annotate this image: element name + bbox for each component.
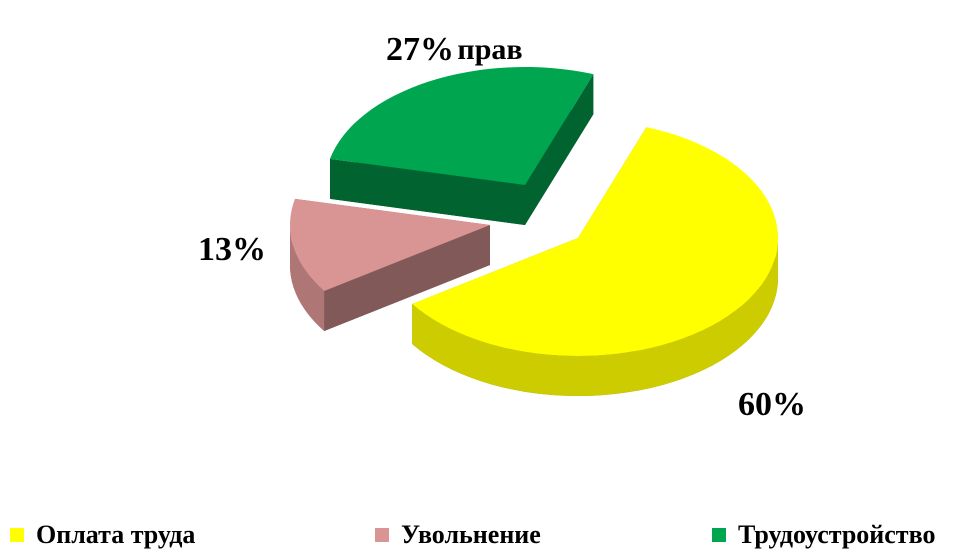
slice <box>329 67 594 185</box>
legend-swatch <box>712 528 726 542</box>
slice-wall <box>525 74 594 225</box>
legend-label: Увольнение <box>401 520 541 549</box>
slice-side <box>290 225 325 331</box>
legend-swatch <box>375 528 389 542</box>
slice-side <box>412 238 778 396</box>
slice <box>412 127 779 356</box>
legend-label: Трудоустройство <box>738 520 935 549</box>
data-label: 27% <box>386 31 454 68</box>
legend-swatch <box>10 528 24 542</box>
data-label: 13% <box>198 231 266 268</box>
data-label: 60% <box>738 386 806 423</box>
chart-title: прав <box>457 33 522 66</box>
slice <box>289 198 490 291</box>
legend-label: Оплата труда <box>36 520 195 549</box>
slice-wall <box>329 158 525 225</box>
